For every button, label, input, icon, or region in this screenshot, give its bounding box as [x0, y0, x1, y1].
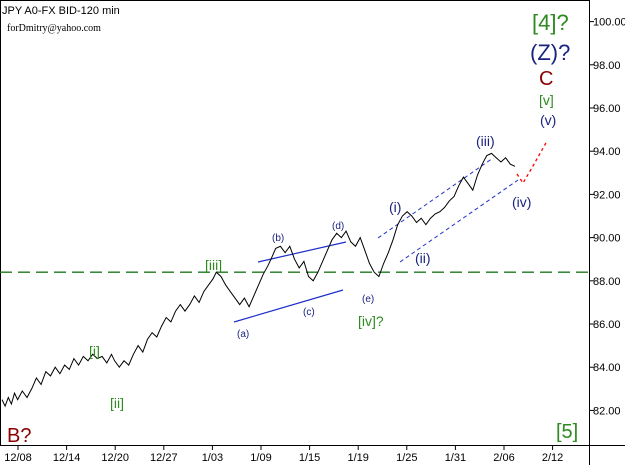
- y-tick-label: 88.00: [593, 276, 621, 288]
- wave-label-e: (e): [362, 294, 374, 305]
- wave-label-i-minor: [i]: [89, 343, 100, 359]
- symbol-title: JPY A0-FX BID-120 min: [2, 5, 120, 17]
- x-tick-label: 1/09: [250, 452, 271, 464]
- wave-label-iv: (iv): [512, 194, 531, 210]
- author-email: forDmitry@yahoo.com: [7, 23, 101, 34]
- triangle-lower-line: [233, 289, 344, 323]
- y-tick-label: 84.00: [593, 362, 621, 374]
- projection-dotted-line: [516, 140, 548, 185]
- wave-label-a: (a): [237, 329, 249, 340]
- x-tick-label: 12/27: [150, 452, 178, 464]
- x-axis-ticks: 12/08 12/14 12/20 12/27 1/03 1/09 1/15 1/19 1/25…: [4, 445, 563, 464]
- wave-label-v-minor: [v]: [539, 92, 554, 108]
- x-tick-label: 2/12: [542, 452, 563, 464]
- channel-upper-line: [377, 157, 494, 239]
- x-tick-label: 1/25: [396, 452, 417, 464]
- y-tick-label: 82.00: [593, 405, 621, 417]
- y-tick-label: 100.00: [593, 17, 625, 29]
- y-tick-label: 98.00: [593, 60, 621, 72]
- wave-label-d: (d): [332, 221, 344, 232]
- x-tick-label: 1/19: [347, 452, 368, 464]
- wave-label-iv-minor: [iv]?: [358, 313, 384, 329]
- y-tick-label: 96.00: [593, 103, 621, 115]
- x-tick-label: 1/31: [445, 452, 466, 464]
- plot-frame: [0, 0, 590, 446]
- wave-label-iii-minor: [iii]: [205, 257, 222, 273]
- wave-labels: [4]? (Z)? C [v] (v) (iii) (iv) (i) (ii) …: [7, 10, 578, 447]
- wave-label-iii: (iii): [476, 133, 495, 149]
- wave-label-ii-minor: [ii]: [110, 395, 124, 411]
- triangle-upper-line: [257, 241, 347, 263]
- y-tick-label: 94.00: [593, 146, 621, 158]
- y-tick-label: 90.00: [593, 233, 621, 245]
- x-tick-label: 1/15: [299, 452, 320, 464]
- wave-label-i: (i): [389, 199, 401, 215]
- y-tick-label: 86.00: [593, 319, 621, 331]
- y-tick-label: 92.00: [593, 189, 621, 201]
- wave-label-5: [5]: [556, 421, 578, 443]
- wave-label-z: (Z)?: [530, 40, 570, 65]
- wave-label-c-small: (c): [303, 307, 315, 318]
- wave-label-4: [4]?: [532, 10, 569, 35]
- trend-lines: [233, 157, 519, 323]
- x-tick-label: 1/03: [202, 452, 223, 464]
- channel-lower-line: [399, 179, 519, 263]
- x-tick-label: 2/06: [493, 452, 514, 464]
- price-line: [1, 152, 516, 408]
- x-tick-label: 12/20: [101, 452, 129, 464]
- x-tick-label: 12/14: [53, 452, 81, 464]
- y-axis-ticks: 82.00 84.00 86.00 88.00 90.00 92.00 94.00 96.00…: [589, 17, 625, 417]
- wave-label-c: C: [539, 68, 553, 90]
- wave-label-ii: (ii): [415, 250, 431, 266]
- wave-label-b: (b): [272, 233, 284, 244]
- wave-label-v-minute: (v): [540, 112, 556, 128]
- x-tick-label: 12/08: [4, 452, 32, 464]
- wave-label-b-major: B?: [7, 425, 31, 447]
